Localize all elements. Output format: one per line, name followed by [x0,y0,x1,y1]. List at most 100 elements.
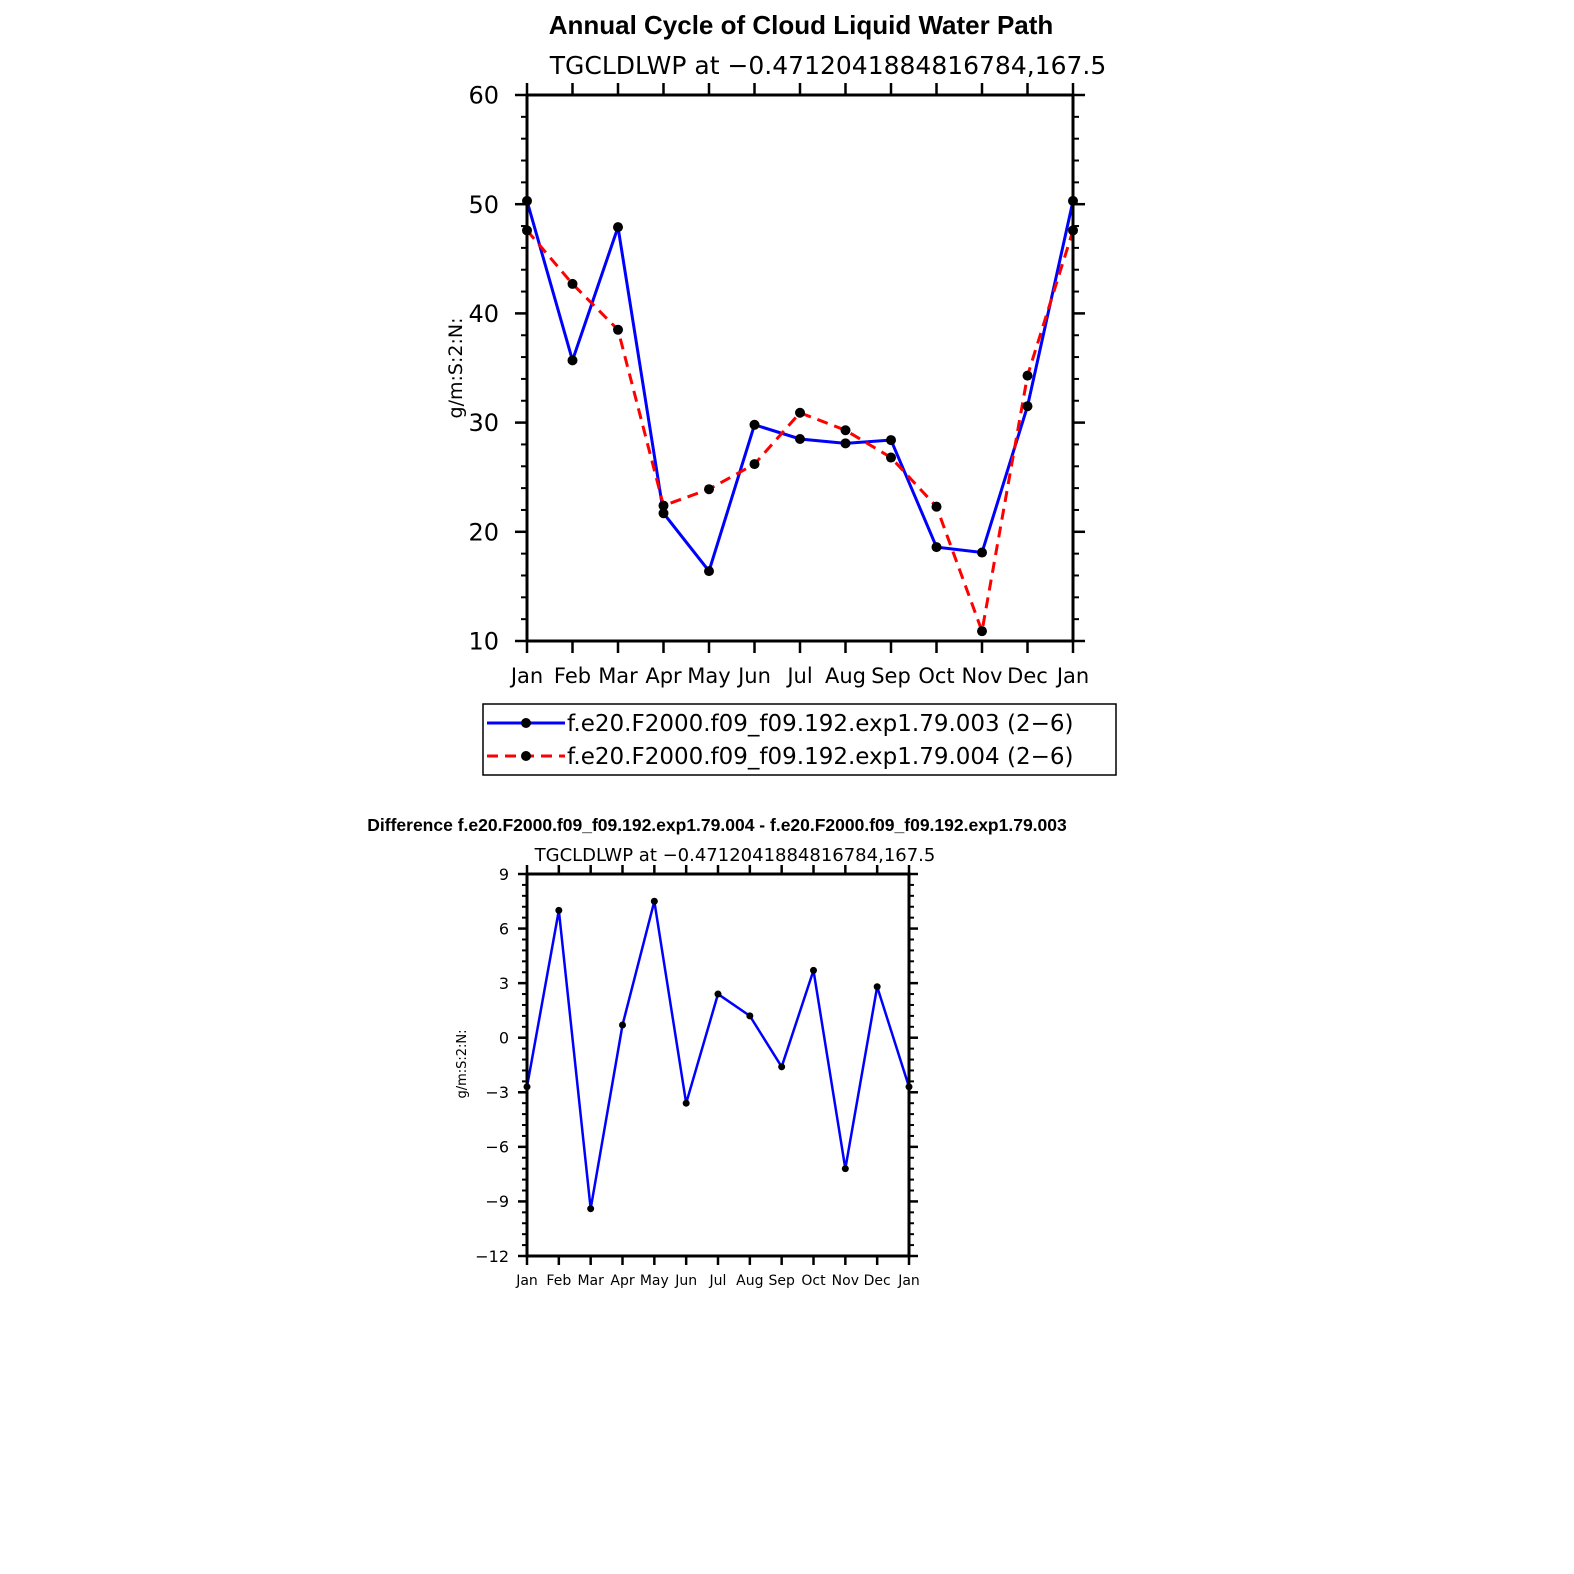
legend-label-series-1: f.e20.F2000.f09_f09.192.exp1.79.003 (2−6… [567,711,1073,737]
x-tick-label: May [640,1273,669,1289]
x-tick-label: Oct [801,1273,826,1289]
data-point-series-1 [746,1012,754,1020]
x-tick-label: Feb [546,1273,571,1289]
x-tick-label: Jul [785,664,812,688]
x-tick-label: Nov [832,1273,859,1289]
data-point-series-1 [714,990,722,998]
x-tick-labels: Jan Feb Mar Apr May Jun Jul Aug Sep Oct Nov Dec Jan [515,1273,920,1289]
plot-frame [525,93,1075,643]
y-tick-label: 3 [499,974,509,993]
y-tick-label: 6 [499,919,509,938]
data-point-series-1 [613,222,623,233]
y-tick-label: 30 [468,409,499,437]
chart-subtitle: TGCLDLWP at −0.4712041884816784,167.5 [549,51,1107,80]
series-line-2 [525,229,1075,637]
y-tick-label: −12 [475,1247,509,1266]
x-tick-label: Apr [610,1273,634,1289]
data-point-series-1 [650,897,658,905]
data-point-series-1 [840,438,851,449]
y-tick-label: 60 [468,82,499,110]
data-point-series-2 [1022,370,1033,381]
plot-frame [525,872,911,1258]
x-tick-label: Dec [1007,664,1048,688]
axis-ticks [515,83,1085,653]
plot-series [523,897,913,1213]
difference-panel: Difference f.e20.F2000.f09_f09.192.exp1.… [367,815,1067,1289]
x-tick-label: Oct [918,664,954,688]
data-point-series-1 [567,355,578,366]
data-point-series-2 [658,500,669,511]
plot-series [522,195,1078,637]
data-point-series-1 [841,1165,849,1173]
x-tick-label: Jan [897,1273,920,1289]
data-point-series-1 [749,419,760,430]
x-tick-label: Jan [509,664,543,688]
y-tick-label: 10 [468,628,499,656]
x-tick-label: Mar [577,1273,604,1289]
x-tick-label: Jun [736,664,771,688]
y-tick-label: −3 [485,1083,509,1102]
data-point-series-2 [704,484,714,495]
difference-subtitle: TGCLDLWP at −0.4712041884816784,167.5 [534,845,936,866]
x-tick-label: Jul [709,1273,727,1289]
x-tick-label: Jun [674,1273,697,1289]
data-point-series-1 [886,435,896,446]
axis-ticks [518,865,918,1265]
y-tick-label: −9 [485,1192,509,1211]
difference-title: Difference f.e20.F2000.f09_f09.192.exp1.… [367,815,1067,835]
y-tick-label: 50 [468,191,499,219]
data-point-series-1 [977,547,987,558]
x-tick-label: Apr [645,664,682,688]
series-line-1 [525,200,1075,575]
legend-box [482,703,1117,776]
x-tick-label: Mar [598,664,638,688]
data-point-series-1 [555,906,563,914]
y-axis-label: g/m:S:2:N: [445,318,467,419]
y-tick-label: 40 [468,300,499,328]
chart-title: Annual Cycle of Cloud Liquid Water Path [549,10,1054,40]
legend-label-series-2: f.e20.F2000.f09_f09.192.exp1.79.004 (2−6… [567,744,1073,770]
series-line-1 [525,900,911,1209]
y-tick-label: −6 [485,1138,509,1157]
data-point-series-2 [749,459,760,470]
legend-marker-series-2 [521,751,531,761]
annual-cycle-panel: Annual Cycle of Cloud Liquid Water Path … [445,10,1117,776]
data-point-series-1 [1022,401,1033,412]
y-tick-label: 20 [468,518,499,546]
data-point-series-2 [840,425,851,436]
data-point-series-1 [704,566,714,577]
x-tick-label: Aug [736,1273,763,1289]
data-point-series-1 [619,1021,626,1029]
y-axis-label: g/m:S:2:N: [455,1029,470,1098]
x-tick-label: Feb [554,664,591,688]
data-point-series-1 [778,1063,786,1071]
data-point-series-1 [587,1205,595,1213]
y-tick-label: 0 [499,1028,509,1047]
data-point-series-1 [682,1099,690,1107]
data-point-series-2 [931,501,942,512]
x-tick-label: Sep [871,664,911,688]
x-tick-label: Dec [864,1273,891,1289]
data-point-series-1 [873,983,881,991]
x-tick-label: Aug [825,664,866,688]
data-point-series-2 [567,278,578,289]
data-point-series-1 [795,433,805,444]
data-point-series-2 [613,324,623,335]
data-point-series-2 [886,452,896,463]
x-tick-label: Jan [1055,664,1089,688]
x-tick-label: Sep [768,1273,795,1289]
x-tick-label: May [687,664,730,688]
y-tick-labels: −12 −9 −6 −3 0 3 6 9 [475,865,509,1266]
legend-marker-series-1 [521,718,531,728]
x-tick-label: Jan [515,1273,538,1289]
x-tick-label: Nov [962,664,1003,688]
data-point-series-1 [658,508,669,519]
y-tick-labels: 10 20 30 40 50 60 [468,82,499,656]
data-point-series-1 [931,542,942,553]
legend: f.e20.F2000.f09_f09.192.exp1.79.003 (2−6… [482,703,1117,776]
data-point-series-1 [810,966,817,974]
data-point-series-2 [977,626,987,637]
x-tick-labels: Jan Feb Mar Apr May Jun Jul Aug Sep Oct Nov Dec Jan [509,664,1089,688]
data-point-series-2 [795,407,805,418]
